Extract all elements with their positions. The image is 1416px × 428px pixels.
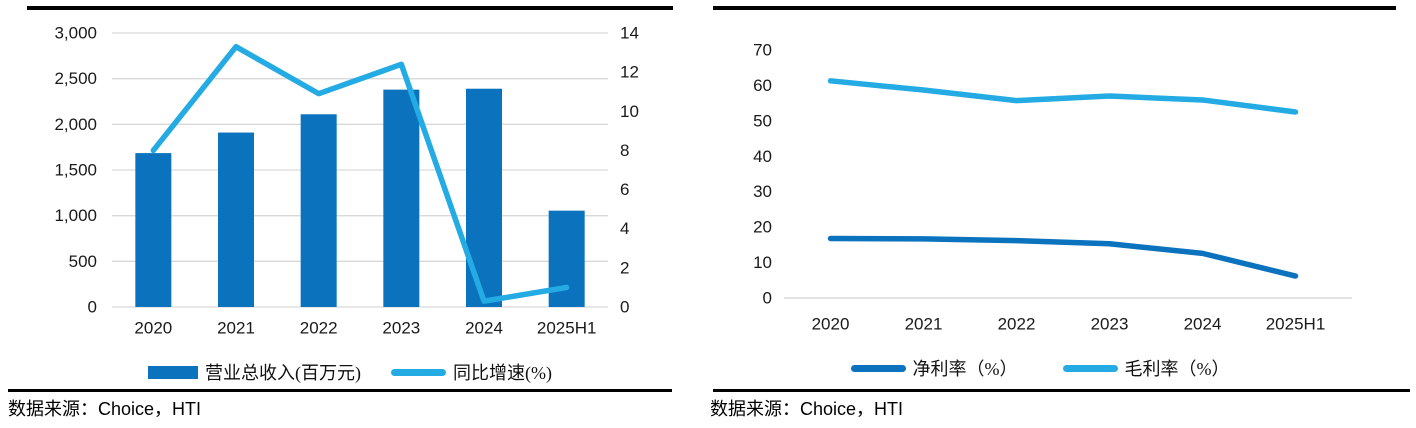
legend-label-net-margin: 净利率（%） [912,359,1018,379]
x-axis-tick-label: 2022 [300,319,338,338]
x-axis-tick-label: 2023 [382,319,420,338]
net-margin-line [827,235,1299,279]
gross-margin-line [827,78,1299,115]
secondary-y-axis-tick-label: 12 [620,63,639,82]
x-axis-tick-label: 2022 [998,315,1036,334]
line-swatch-net-margin [850,364,906,372]
source-caption-right: 数据来源：Choice，HTI [710,395,903,421]
left-axis-tick-labels: 3,000 2,500 2,000 1,500 1,000 500 0 [54,24,97,317]
y-axis-tick-label: 70 [753,41,772,60]
legend-item-net-margin: 净利率（%） [850,355,1018,381]
revenue-bar [466,88,502,307]
y-axis-tick-label: 50 [753,111,772,130]
secondary-y-axis-tick-label: 0 [620,298,629,317]
y-axis-tick-label: 0 [763,289,772,308]
y-axis-tick-label: 30 [753,182,772,201]
legend-margin-chart: 净利率（%） 毛利率（%） [790,356,1290,380]
yoy-growth-line [150,43,570,304]
margin-chart-x-labels: 2020 2021 2022 2023 2024 2025H1 [812,315,1326,334]
secondary-y-axis-tick-label: 6 [620,180,629,199]
legend-label-gross-margin: 毛利率（%） [1124,359,1230,379]
source-caption-right-latin: Choice，HTI [800,399,904,419]
revenue-bar [383,89,420,307]
x-axis-tick-label: 2021 [217,319,255,338]
y-axis-tick-label: 60 [753,76,772,95]
top-rule-right [713,6,1396,10]
source-caption-left-zh: 数据来源： [8,399,98,419]
legend-item-revenue: 营业总收入(百万元) [148,359,361,385]
legend-item-gross-margin: 毛利率（%） [1062,355,1230,381]
x-axis-tick-label: 2025H1 [1266,315,1326,334]
source-caption-left: 数据来源：Choice，HTI [8,395,201,421]
x-axis-tick-label: 2020 [134,319,172,338]
right-axis-tick-labels: 14 12 10 8 6 4 2 0 [620,24,639,317]
y-axis-tick-label: 3,000 [54,24,97,43]
legend-revenue-chart: 营业总收入(百万元) 同比增速(%) [90,360,610,384]
legend-item-growth: 同比增速(%) [391,359,552,385]
secondary-y-axis-tick-label: 14 [620,24,639,43]
x-axis-tick-label: 2021 [905,315,943,334]
bottom-rule-right [713,389,1410,392]
y-axis-tick-label: 40 [753,147,772,166]
revenue-bar [300,114,337,307]
y-axis-tick-label: 500 [69,252,97,271]
legend-label-revenue: 营业总收入(百万元) [205,363,361,383]
secondary-y-axis-tick-label: 8 [620,141,629,160]
x-axis-tick-label: 2024 [465,319,503,338]
x-axis-tick-label: 2020 [812,315,850,334]
x-axis-tick-label: 2025H1 [537,319,597,338]
x-axis-tick-label: 2024 [1184,315,1222,334]
y-axis-tick-label: 10 [753,253,772,272]
bottom-rule-left [8,389,672,392]
source-caption-right-zh: 数据来源： [710,399,800,419]
left-chart-gridlines [112,32,608,308]
secondary-y-axis-tick-label: 10 [620,102,639,121]
revenue-bar [548,210,585,307]
x-axis-tick-label: 2023 [1091,315,1129,334]
left-chart-x-labels: 2020 2021 2022 2023 2024 2025H1 [134,319,596,338]
y-axis-tick-label: 20 [753,218,772,237]
margin-chart-y-tick-labels: 70 60 50 40 30 20 10 0 [753,41,772,308]
line-swatch-growth [391,368,446,376]
y-axis-tick-label: 1,500 [54,161,97,180]
secondary-y-axis-tick-label: 4 [620,219,629,238]
bar-swatch-revenue [148,365,198,379]
y-axis-tick-label: 2,500 [54,69,97,88]
revenue-bar [218,132,254,307]
source-caption-left-latin: Choice，HTI [98,399,202,419]
secondary-y-axis-tick-label: 2 [620,258,629,277]
y-axis-tick-label: 1,000 [54,206,97,225]
revenue-bar-series [135,88,585,307]
y-axis-tick-label: 0 [88,298,97,317]
line-swatch-gross-margin [1062,364,1118,372]
revenue-bar [135,153,172,307]
top-rule-left [27,6,673,10]
legend-label-growth: 同比增速(%) [453,363,552,383]
y-axis-tick-label: 2,000 [54,115,97,134]
